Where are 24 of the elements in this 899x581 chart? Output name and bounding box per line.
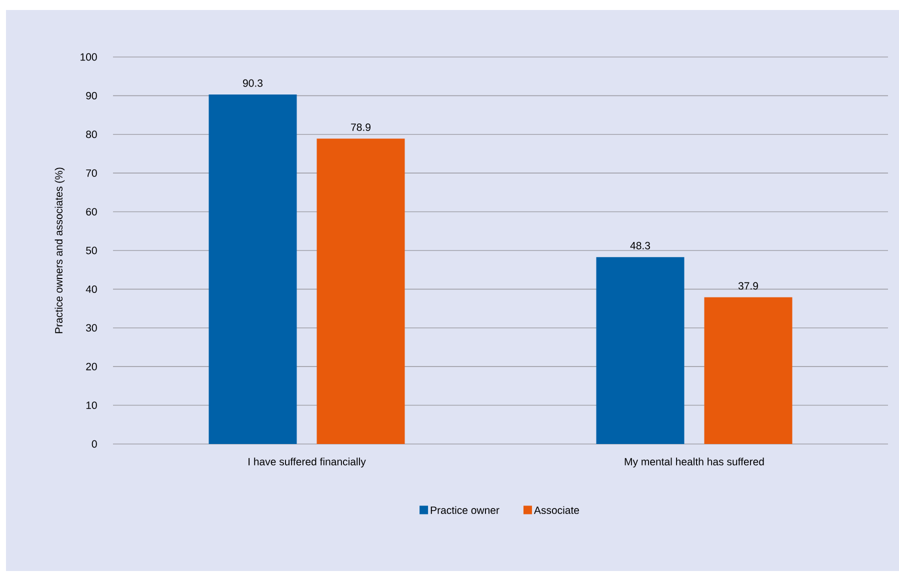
y-tick-label: 70 (86, 169, 97, 177)
data-label: 48.3 (630, 242, 650, 250)
y-tick-label: 0 (92, 440, 97, 448)
x-tick-label: I have suffered financially (248, 458, 366, 468)
legend-label: Associate (534, 506, 580, 514)
y-tick-label: 80 (86, 130, 97, 138)
bar (316, 138, 405, 444)
y-axis-title: Practice owners and associates (%) (54, 168, 65, 334)
y-tick-label: 50 (86, 246, 97, 254)
y-tick-label: 40 (86, 285, 97, 293)
data-label: 37.9 (738, 282, 758, 290)
bar (208, 94, 297, 444)
data-label: 90.3 (243, 79, 263, 87)
bar (704, 297, 792, 444)
y-tick-label: 100 (80, 53, 97, 61)
bar (596, 257, 684, 444)
y-tick-label: 30 (86, 324, 97, 332)
x-tick-label: My mental health has suffered (624, 458, 764, 468)
y-tick-label: 10 (86, 402, 97, 410)
y-tick-label: 20 (86, 362, 97, 370)
y-tick-label: 60 (86, 208, 97, 216)
data-label: 78.9 (351, 124, 370, 131)
y-tick-label: 90 (86, 92, 97, 100)
legend-label: Practice owner (430, 506, 500, 514)
